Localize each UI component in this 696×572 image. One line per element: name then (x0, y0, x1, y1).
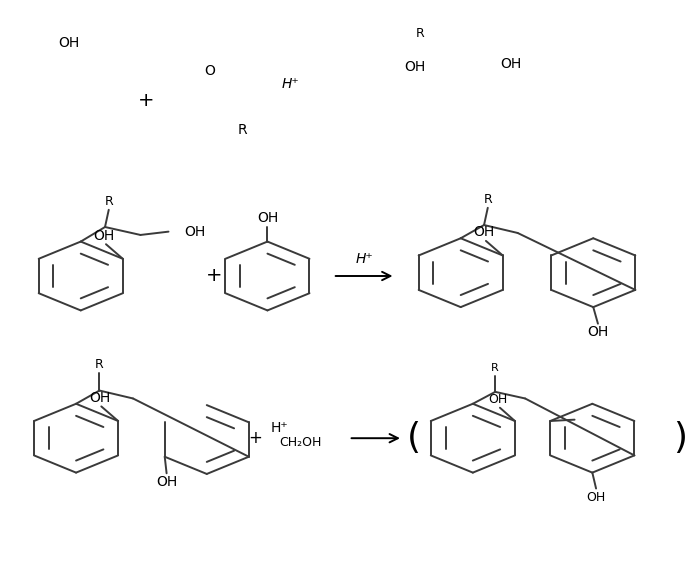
Text: OH: OH (58, 36, 79, 50)
Text: OH: OH (184, 225, 205, 239)
Text: OH: OH (257, 212, 278, 225)
Text: OH: OH (587, 325, 608, 339)
Text: OH: OH (473, 225, 495, 239)
Text: R: R (491, 363, 499, 373)
Text: +: + (206, 267, 223, 285)
Text: O: O (204, 63, 215, 78)
Text: CH₂OH: CH₂OH (280, 436, 322, 450)
Text: +: + (248, 429, 262, 447)
Text: H⁺: H⁺ (271, 421, 288, 435)
Text: ): ) (673, 421, 687, 455)
Text: R: R (237, 122, 247, 137)
Text: n: n (695, 447, 696, 460)
Text: R: R (416, 27, 424, 40)
Text: R: R (484, 193, 492, 206)
Text: OH: OH (156, 475, 177, 489)
Text: OH: OH (93, 229, 115, 243)
Text: OH: OH (489, 392, 507, 406)
Text: R: R (95, 358, 104, 371)
Text: H⁺: H⁺ (355, 252, 373, 266)
Text: R: R (104, 194, 113, 208)
Text: H⁺: H⁺ (282, 77, 300, 90)
Text: OH: OH (89, 391, 110, 405)
Text: +: + (138, 91, 155, 110)
Text: OH: OH (404, 61, 426, 74)
Text: (: ( (407, 421, 421, 455)
Text: OH: OH (500, 57, 521, 71)
Text: OH: OH (587, 491, 606, 503)
